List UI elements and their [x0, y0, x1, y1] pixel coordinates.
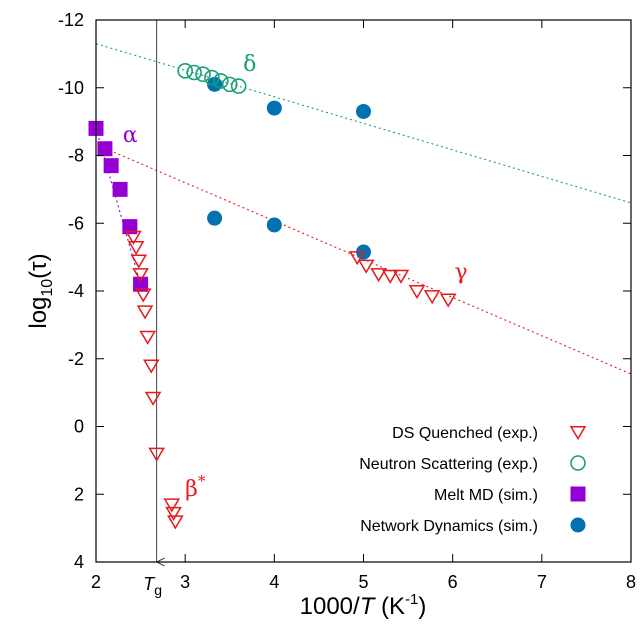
data-point: [130, 254, 148, 269]
data-point: [112, 181, 128, 197]
data-point: [266, 100, 282, 116]
x-tick-label: 8: [626, 572, 636, 592]
data-point: [392, 269, 410, 284]
data-point: [356, 103, 371, 119]
data-point: [221, 76, 238, 93]
x-axis-title-unit: (K: [374, 593, 405, 620]
legend-marker: [570, 486, 586, 502]
y-tick-label: -10: [58, 78, 84, 98]
curve-annotation-letter: δ: [243, 52, 256, 77]
curve-annotations: δ α γ β*: [123, 52, 468, 502]
curve-annotation-letter: α: [123, 123, 138, 148]
data-point: [266, 217, 282, 233]
data-point: [381, 269, 399, 284]
tg-label-sub: g: [154, 582, 162, 598]
x-axis-title: 1000/T (K-1): [300, 591, 427, 620]
data-point: [122, 219, 138, 235]
data-point: [165, 506, 182, 522]
x-axis-title-var: T: [360, 593, 377, 620]
data-points: [88, 63, 457, 530]
data-point: [348, 251, 366, 266]
y-tick-label: -6: [68, 213, 84, 233]
tg-label: Tg: [143, 574, 162, 598]
fit-lines: [96, 43, 631, 375]
curve-annotation: β*: [185, 472, 206, 502]
data-point: [408, 285, 426, 300]
x-axis: 2 3 4 5 6 7 8: [91, 20, 636, 592]
data-point: [167, 515, 184, 530]
legend-marker: [570, 455, 586, 471]
x-tick-label: 3: [180, 572, 190, 592]
data-point: [139, 330, 157, 345]
legend-label: Network Dynamics (sim.): [360, 518, 538, 535]
curve-annotation-letter: γ: [454, 260, 467, 285]
legend-marker: [570, 517, 586, 533]
data-point: [127, 240, 145, 256]
curve-annotation-sup: *: [198, 472, 206, 490]
data-point: [97, 141, 113, 157]
data-point: [186, 64, 202, 81]
data-point: [132, 268, 149, 283]
legend: DS Quenched (exp.) Neutron Scattering (ex…: [359, 425, 587, 535]
y-axis-title-rest: (τ): [25, 253, 52, 278]
tg-label-main: T: [143, 574, 156, 594]
curve-annotation: γ: [454, 260, 467, 285]
curve-annotation-letter: β: [185, 477, 198, 502]
data-point: [439, 293, 457, 308]
data-point: [230, 78, 247, 94]
data-point: [144, 391, 162, 406]
x-tick-label: 7: [537, 572, 547, 592]
curve-annotation: δ: [243, 52, 256, 77]
data-point: [103, 158, 119, 174]
legend-label: DS Quenched (exp.): [392, 425, 538, 442]
y-axis-title-main: log: [25, 297, 52, 329]
data-point: [133, 276, 149, 292]
data-point: [134, 288, 152, 303]
data-point: [207, 210, 223, 226]
x-axis-title-unit-close: ): [418, 593, 426, 620]
y-tick-label: 2: [74, 484, 84, 504]
x-axis-title-unit-exp: -1: [405, 591, 418, 608]
data-point: [148, 447, 165, 462]
y-axis-title: log10(τ): [25, 253, 56, 328]
legend-label: Neutron Scattering (exp.): [359, 456, 538, 473]
y-tick-label: 4: [74, 552, 84, 572]
data-point: [195, 66, 211, 82]
curve-annotation: α: [123, 123, 138, 148]
y-tick-label: -4: [68, 281, 84, 301]
y-axis-title-sub: 10: [39, 279, 56, 297]
x-tick-label: 6: [448, 572, 458, 592]
data-point: [370, 268, 387, 283]
data-point: [423, 290, 441, 305]
x-tick-label: 2: [91, 572, 101, 592]
data-point: [136, 305, 154, 320]
data-point: [204, 69, 220, 86]
legend-label: Melt MD (sim.): [434, 487, 538, 504]
x-tick-label: 5: [358, 572, 368, 592]
data-point: [142, 359, 160, 374]
plot-frame: [95, 19, 632, 563]
tg-marker-group: Tg: [143, 20, 162, 598]
fit-line: [96, 43, 631, 204]
y-axis: -12 -10 -8 -6 -4 -2 0 2 4: [58, 10, 631, 572]
y-tick-label: -2: [68, 349, 84, 369]
data-point: [177, 63, 193, 79]
data-point: [357, 259, 375, 274]
legend-marker: [569, 426, 587, 441]
x-axis-title-main: 1000/: [300, 593, 360, 620]
y-tick-label: 0: [74, 417, 84, 437]
y-tick-label: -8: [68, 146, 84, 166]
y-tick-label: -12: [58, 10, 84, 30]
x-tick-label: 4: [269, 572, 279, 592]
data-point: [125, 230, 142, 245]
data-point: [213, 73, 229, 89]
data-point: [163, 498, 181, 513]
